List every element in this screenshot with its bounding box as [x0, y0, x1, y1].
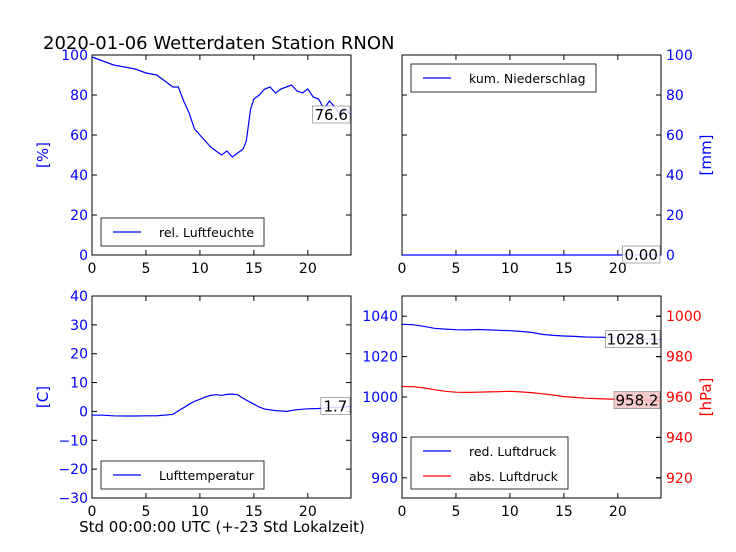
y-tick-label: 40 — [70, 168, 88, 184]
y-tick-label: 20 — [70, 347, 88, 363]
y-tick-label-right: 960 — [666, 390, 693, 406]
legend-label: red. Luftdruck — [469, 444, 557, 459]
legend-label: Lufttemperatur — [159, 468, 255, 483]
plot-frame — [91, 295, 352, 499]
y-tick-label: 1020 — [362, 350, 398, 366]
y-tick-label: −10 — [58, 433, 88, 449]
legend-box — [410, 436, 569, 490]
legend-label: rel. Luftfeuchte — [159, 225, 254, 240]
y-tick-label: 80 — [70, 88, 88, 104]
y-tick-label-right: 0 — [666, 248, 675, 264]
y-tick-label-right: 80 — [666, 88, 684, 104]
y-tick-label-right: 1000 — [666, 309, 702, 325]
last-value-label: 1028.1 — [607, 331, 660, 349]
legend-label: abs. Luftdruck — [469, 469, 559, 484]
x-tick-label: 10 — [501, 261, 519, 277]
last-value-box — [605, 330, 661, 348]
x-tick-label: 10 — [501, 504, 519, 520]
x-tick-label: 20 — [299, 504, 317, 520]
x-tick-label: 10 — [191, 504, 209, 520]
x-tick-label: 15 — [555, 504, 573, 520]
y-axis-label: [%] — [34, 142, 52, 168]
last-value-box — [312, 105, 351, 124]
x-tick-label: 5 — [451, 261, 460, 277]
last-value-label: 958.2 — [616, 392, 659, 410]
subplot-4: 0 5 10 15 20 960 980 1000 1020 1040 920 940 960 980 10… — [362, 295, 715, 520]
x-tick-label: 0 — [398, 261, 407, 277]
subplot-1: 0 5 10 15 20 0 20 40 60 80 100 [%] 76.6 rel. Luftfeuc… — [34, 48, 352, 277]
y-tick-label: −30 — [58, 491, 88, 507]
y-tick-label: 60 — [70, 128, 88, 144]
y-axis-label: [C] — [34, 386, 52, 408]
y-tick-label: 10 — [70, 376, 88, 392]
y-tick-label-right: 20 — [666, 208, 684, 224]
x-tick-label: 10 — [191, 261, 209, 277]
y-tick-label: 1040 — [362, 309, 398, 325]
x-tick-label: 20 — [609, 504, 627, 520]
x-tick-label: 0 — [88, 504, 97, 520]
last-value-box — [622, 245, 661, 264]
y-tick-label: −20 — [58, 462, 88, 478]
x-tick-label: 20 — [299, 261, 317, 277]
series-line-lufttemperatur — [92, 393, 352, 417]
subplot-3: 0 5 10 15 20 −30 −20 −10 0 10 20 30 40 [C] 1.7 Lufttemp… — [34, 289, 352, 520]
legend-label: kum. Niederschlag — [469, 71, 586, 86]
y-tick-label: 0 — [79, 404, 88, 420]
y-tick-label-right: 980 — [666, 350, 693, 366]
legend-box — [410, 63, 597, 93]
figure-title: 2020-01-06 Wetterdaten Station RNON — [43, 33, 394, 54]
series-line-rel-luftfeuchte — [91, 56, 352, 158]
plot-frame — [91, 54, 352, 256]
x-tick-label: 15 — [555, 261, 573, 277]
y-axis-label: [mm] — [697, 135, 715, 176]
legend: rel. Luftfeuchte — [100, 217, 265, 247]
x-tick-label: 15 — [245, 504, 263, 520]
last-value-box — [320, 397, 351, 415]
x-tick-label: 15 — [245, 261, 263, 277]
last-value-box — [613, 391, 661, 409]
x-tick-label: 5 — [451, 504, 460, 520]
y-tick-label: 30 — [70, 318, 88, 334]
y-tick-label: 980 — [371, 430, 398, 446]
y-tick-label-right: 60 — [666, 128, 684, 144]
y-tick-label-right: 940 — [666, 430, 693, 446]
x-tick-label: 20 — [609, 261, 627, 277]
legend: red. Luftdruck abs. Luftdruck — [410, 436, 569, 490]
y-tick-label: 20 — [70, 208, 88, 224]
y-tick-label: 100 — [61, 48, 88, 64]
y-tick-label: 40 — [70, 289, 88, 305]
x-tick-label: 5 — [141, 261, 150, 277]
x-tick-label: 0 — [88, 261, 97, 277]
y-axis-label: [hPa] — [697, 378, 715, 417]
y-tick-label: 1000 — [362, 390, 398, 406]
subplot-2: 0 5 10 15 20 0 20 40 60 80 100 [mm] 0.00 kum. Nieders… — [398, 48, 715, 277]
last-value-label: 76.6 — [314, 106, 347, 124]
x-tick-label: 0 — [398, 504, 407, 520]
x-axis-label: Std 00:00:00 UTC (+-23 Std Lokalzeit) — [79, 518, 365, 536]
y-tick-label: 960 — [371, 471, 398, 487]
legend: kum. Niederschlag — [410, 63, 597, 93]
last-value-label: 0.00 — [624, 246, 657, 264]
legend-box — [100, 217, 265, 247]
last-value-label: 1.7 — [323, 398, 347, 416]
y-tick-label-right: 40 — [666, 168, 684, 184]
y-tick-label-right: 100 — [666, 48, 693, 64]
y-tick-label: 0 — [79, 248, 88, 264]
legend: Lufttemperatur — [100, 460, 265, 490]
y-tick-label-right: 920 — [666, 471, 693, 487]
x-tick-label: 5 — [141, 504, 150, 520]
